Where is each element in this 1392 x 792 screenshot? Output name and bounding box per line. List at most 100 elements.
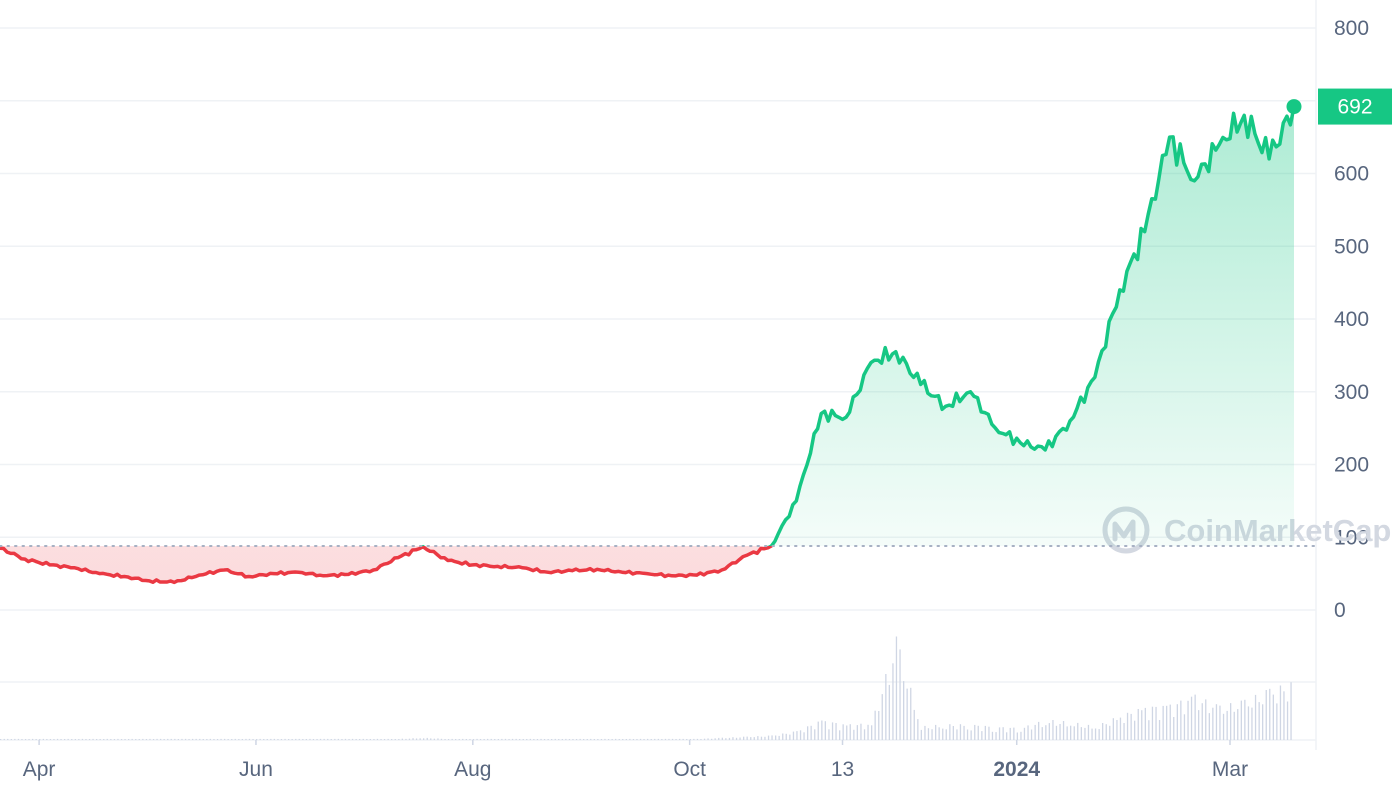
volume-bar	[181, 738, 183, 740]
volume-bar	[1070, 725, 1072, 740]
volume-bar	[664, 738, 667, 740]
volume-bar	[1251, 707, 1253, 740]
volume-bar	[1151, 706, 1154, 740]
volume-bar	[1265, 690, 1267, 740]
volume-bar	[1176, 704, 1178, 740]
volume-bar	[49, 739, 52, 740]
volume-bar	[1283, 691, 1285, 740]
volume-bar	[444, 739, 446, 740]
price-line-up	[420, 106, 1296, 546]
volume-bar	[981, 731, 983, 740]
volume-bar	[849, 724, 851, 740]
volume-bar	[831, 722, 834, 740]
volume-bar	[1190, 696, 1193, 740]
volume-bar	[775, 735, 777, 740]
volume-bar	[536, 739, 539, 740]
volume-bar	[1244, 699, 1246, 740]
volume-bar	[1073, 726, 1075, 740]
volume-bar	[1183, 714, 1186, 740]
volume-bar	[906, 688, 908, 740]
volume-bar	[462, 738, 464, 740]
volume-bar	[415, 738, 418, 740]
volume-bar	[64, 739, 66, 740]
volume-bar	[1155, 706, 1157, 740]
volume-bar	[1262, 704, 1264, 740]
volume-bar	[647, 738, 649, 740]
volume-bar	[167, 738, 169, 740]
volume-bar	[899, 649, 901, 740]
volume-bar	[952, 726, 954, 740]
volume-bar	[1030, 729, 1033, 740]
volume-bar	[380, 739, 382, 740]
volume-bar	[1237, 709, 1239, 740]
volume-bar	[277, 739, 279, 740]
volume-bar	[515, 738, 517, 740]
volume-bar	[728, 737, 731, 740]
volume-bar	[618, 739, 620, 740]
volume-bar	[355, 739, 357, 740]
volume-bar	[323, 738, 325, 740]
volume-bar	[629, 738, 631, 740]
volume-bar	[988, 726, 990, 740]
volume-bar	[209, 738, 211, 740]
volume-bar	[650, 739, 652, 740]
volume-bars	[0, 636, 1292, 740]
volume-bar	[138, 739, 140, 740]
volume-bar	[394, 739, 396, 740]
volume-bar	[1066, 726, 1068, 740]
volume-bar	[39, 739, 41, 740]
volume-bar	[977, 725, 979, 740]
volume-bar	[1205, 699, 1207, 740]
volume-bar	[17, 738, 20, 740]
volume-bar	[575, 739, 578, 740]
volume-bar	[472, 739, 475, 740]
volume-bar	[362, 738, 364, 740]
price-line-down	[0, 545, 774, 585]
volume-bar	[554, 738, 556, 740]
volume-bar	[892, 663, 894, 740]
volume-bar	[192, 738, 194, 740]
volume-bar	[1102, 723, 1104, 740]
volume-bar	[561, 739, 563, 740]
volume-bar	[895, 636, 898, 740]
volume-bar	[284, 738, 286, 740]
volume-bar	[401, 738, 403, 740]
volume-bar	[1016, 732, 1018, 740]
volume-bar	[405, 738, 407, 740]
volume-bar	[718, 737, 720, 740]
volume-bar	[504, 738, 507, 740]
volume-bar	[135, 739, 137, 740]
volume-bar	[163, 739, 165, 740]
volume-bar	[711, 738, 713, 740]
y-axis: 800 600 500 400 300 200 100 0	[1334, 17, 1369, 622]
volume-bar	[860, 723, 862, 740]
volume-bar	[270, 738, 272, 740]
volume-bar	[1041, 727, 1043, 740]
volume-bar	[184, 738, 187, 740]
volume-bar	[455, 739, 457, 740]
volume-bar	[330, 739, 332, 740]
volume-bar	[668, 738, 670, 740]
volume-bar	[1087, 724, 1090, 740]
volume-bar	[373, 739, 375, 740]
volume-bar	[540, 738, 542, 740]
volume-bar	[1084, 727, 1086, 740]
volume-bar	[590, 738, 592, 740]
volume-bar	[1201, 703, 1203, 740]
volume-bar	[839, 730, 841, 740]
volume-bar	[519, 739, 521, 740]
volume-bar	[88, 739, 91, 740]
volume-bar	[867, 724, 869, 740]
x-axis: Apr Jun Aug Oct 13 2024 Mar	[23, 740, 1248, 781]
volume-bar	[341, 739, 343, 740]
last-value-label: 692	[1337, 96, 1372, 119]
volume-bar	[1180, 700, 1182, 740]
volume-bar	[991, 731, 994, 740]
volume-bar	[1080, 727, 1082, 740]
volume-bar	[764, 736, 766, 740]
volume-bar	[974, 724, 976, 740]
volume-bar	[440, 738, 443, 740]
volume-bar	[234, 738, 236, 740]
volume-bar	[1009, 727, 1011, 740]
volume-bar	[344, 738, 347, 740]
